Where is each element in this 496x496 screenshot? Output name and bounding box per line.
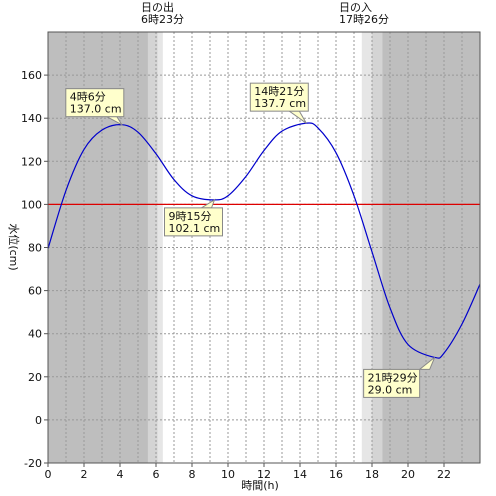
sunrise-time: 6時23分 — [141, 13, 184, 26]
x-tick-label: 14 — [293, 468, 307, 481]
y-tick-label: 0 — [35, 414, 42, 427]
annotation-time: 4時6分 — [70, 91, 106, 104]
annotation-box — [65, 88, 125, 118]
y-tick-label: 120 — [21, 155, 42, 168]
annotation-time: 9時15分 — [169, 210, 212, 223]
annotation-pointer — [418, 357, 436, 370]
sunrise-label: 日の出 — [141, 0, 174, 14]
y-axis-ticks: -20 0 20 40 60 80 100 120 140 160 — [21, 69, 48, 470]
annotation-box — [164, 207, 223, 237]
x-tick-label: 6 — [153, 468, 160, 481]
annotation-time: 14時21分 — [254, 85, 304, 98]
x-tick-label: 16 — [329, 468, 343, 481]
dusk-band-1 — [361, 32, 372, 463]
sunset-label: 日の入 — [339, 1, 372, 14]
x-tick-label: 18 — [365, 468, 379, 481]
y-tick-label: 100 — [21, 198, 42, 211]
grid-lines — [48, 32, 480, 463]
annotation-value: 137.0 cm — [70, 103, 122, 116]
y-tick-label: 40 — [28, 328, 42, 341]
x-tick-label: 8 — [189, 468, 196, 481]
x-tick-label: 0 — [45, 468, 52, 481]
annotation-box — [363, 368, 421, 398]
annotation-value: 102.1 cm — [169, 222, 221, 235]
x-tick-label: 2 — [81, 468, 88, 481]
y-tick-label: 60 — [28, 285, 42, 298]
x-tick-label: 4 — [117, 468, 124, 481]
y-tick-label: 140 — [21, 112, 42, 125]
x-tick-label: 10 — [221, 468, 235, 481]
annotation-time: 21時29分 — [368, 371, 418, 384]
x-tick-label: 20 — [401, 468, 415, 481]
x-tick-label: 22 — [437, 468, 451, 481]
y-tick-label: 160 — [21, 69, 42, 82]
annotation-value: 137.7 cm — [254, 97, 306, 110]
x-axis-title: 時間(h) — [241, 479, 279, 492]
annotation-box — [249, 82, 309, 112]
y-tick-label: 20 — [28, 371, 42, 384]
x-tick-label: 12 — [257, 468, 271, 481]
x-axis-ticks: 0 2 4 6 8 10 12 14 16 18 20 22 — [45, 463, 451, 481]
y-axis-title: 水位(cm) — [7, 223, 21, 270]
y-tick-label: -20 — [24, 457, 42, 470]
annotation-value: 29.0 cm — [368, 383, 413, 396]
y-tick-label: 80 — [28, 242, 42, 255]
sunset-time: 17時26分 — [339, 13, 389, 26]
